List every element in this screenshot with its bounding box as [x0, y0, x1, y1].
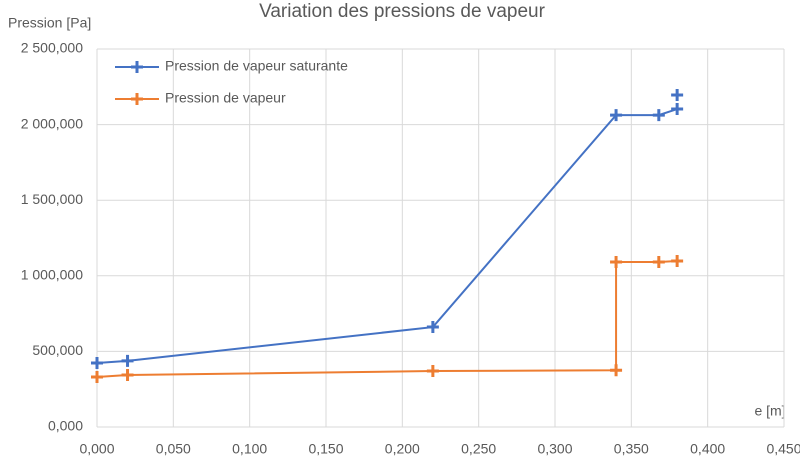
x-tick-label: 0,300 — [537, 441, 572, 457]
y-tick-label: 1 000,000 — [21, 267, 83, 283]
legend-label: Pression de vapeur — [165, 90, 286, 106]
point-marker — [610, 109, 623, 122]
x-tick-label: 0,000 — [79, 441, 114, 457]
y-tick-label: 500,000 — [32, 342, 83, 358]
legend-marker — [131, 61, 143, 73]
point-marker — [91, 357, 103, 370]
point-marker — [671, 88, 684, 101]
x-tick-label: 0,150 — [308, 441, 343, 457]
y-tick-label: 1 500,000 — [21, 191, 83, 207]
x-tick-label: 0,450 — [766, 441, 800, 457]
point-marker — [671, 103, 684, 116]
x-tick-label: 0,100 — [232, 441, 267, 457]
legend-marker — [131, 93, 143, 105]
x-tick-label: 0,400 — [690, 441, 725, 457]
point-marker — [671, 254, 684, 267]
x-tick-label: 0,050 — [156, 441, 191, 457]
series-line — [96, 259, 678, 378]
point-marker — [652, 109, 665, 122]
point-marker — [652, 256, 665, 269]
point-marker — [610, 256, 623, 269]
point-marker — [426, 365, 439, 378]
y-tick-label: 0,000 — [48, 418, 83, 434]
point-marker — [91, 370, 103, 383]
point-marker — [610, 364, 623, 377]
x-tick-label: 0,250 — [461, 441, 496, 457]
series-line — [97, 95, 677, 363]
point-marker — [426, 321, 439, 334]
point-marker — [121, 354, 134, 367]
y-tick-label: 2 500,000 — [21, 40, 83, 56]
x-tick-label: 0,200 — [385, 441, 420, 457]
point-marker — [121, 368, 134, 381]
x-tick-label: 0,350 — [614, 441, 649, 457]
legend-label: Pression de vapeur saturante — [165, 58, 348, 74]
y-axis-label: Pression [Pa] — [8, 15, 91, 31]
chart-title: Variation des pressions de vapeur — [259, 1, 546, 22]
x-axis-label: e [m] — [754, 403, 785, 419]
y-tick-label: 2 000,000 — [21, 115, 83, 131]
